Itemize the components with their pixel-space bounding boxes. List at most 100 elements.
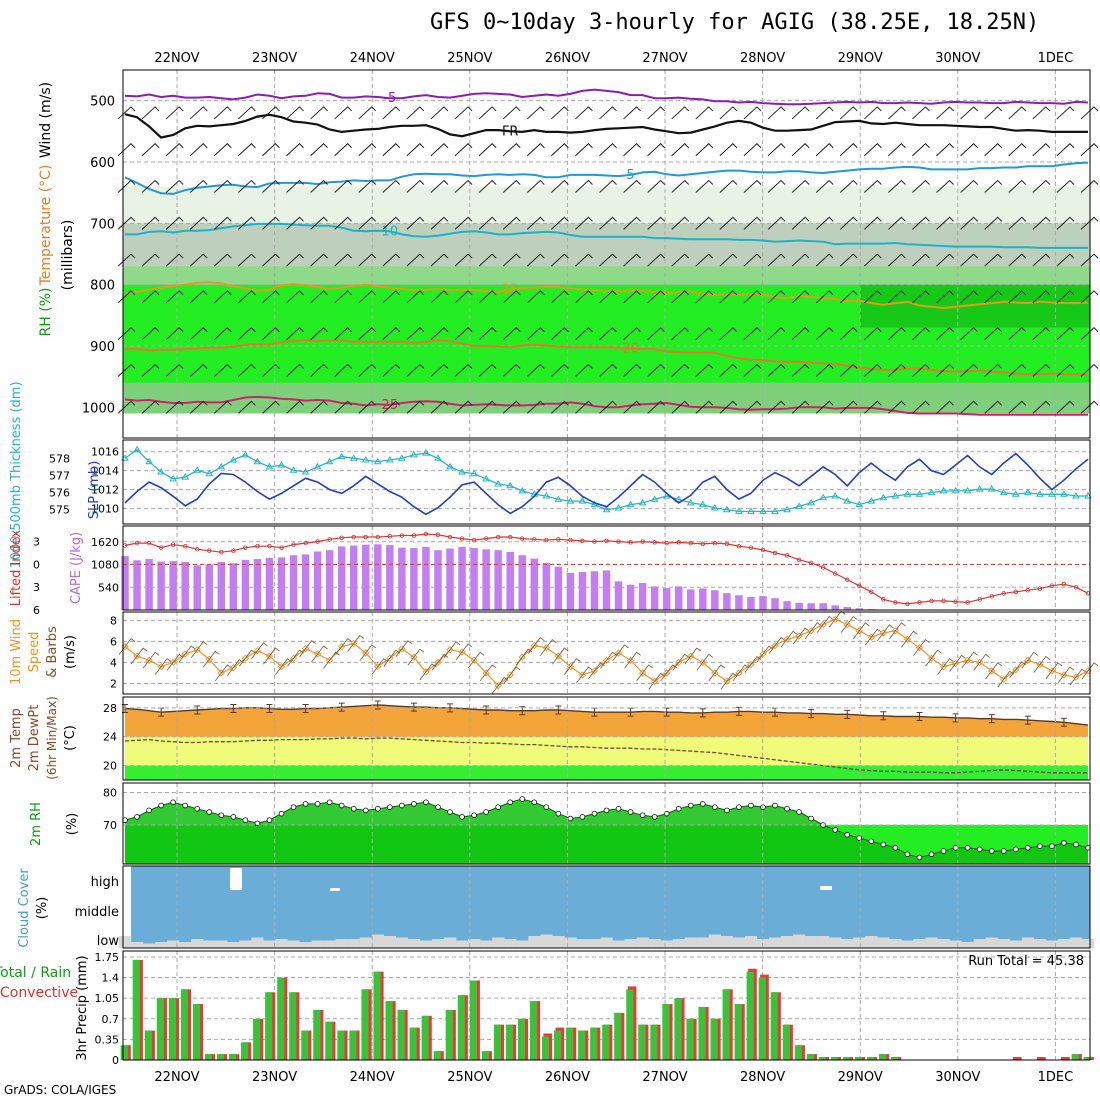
upper-air-wind-barb [888,216,906,230]
low-cloud-bar [528,936,541,948]
thickness-marker [554,495,563,502]
wind-speed-marker [133,652,141,660]
rh-marker [134,814,140,820]
upper-air-wind-barb [863,290,882,304]
wind-speed-marker [1036,660,1044,669]
upper-air-wind-barb [839,179,858,193]
temperature-contour [124,88,1089,106]
lifted-index-marker [580,538,585,544]
thickness-marker [169,474,178,482]
thickness-marker [771,507,779,514]
lifted-index-marker [953,599,958,604]
wind-barb [1069,668,1087,686]
wind-axis-label-4: (m/s) [63,635,78,669]
wind-barb [431,653,449,671]
temperature-contour-label: 5 [626,168,634,183]
total-precip-bar [289,992,297,1060]
lifted-index-marker [363,534,368,540]
lifted-index-marker [1073,585,1079,590]
temperature-errorbar [699,708,706,718]
cloud-axis-label: Cloud Cover [17,868,32,948]
slp-tick-label: 1010 [91,503,119,516]
cape-tick-label: 1620 [91,536,119,549]
cape-bar [313,551,322,610]
total-precip-bar [505,1024,514,1060]
upper-air-wind-barb [286,290,304,304]
wind-speed-marker [205,655,213,663]
rh-marker [206,809,213,815]
upper-air-wind-barb [454,106,473,120]
total-precip-bar [132,959,140,1060]
wind-speed-marker [590,667,599,675]
upper-air-wind-barb [671,179,690,193]
lifted-index-marker [989,594,994,599]
upper-air-wind-barb [719,363,738,377]
wind-barb [925,649,942,667]
upper-air-wind-barb [286,253,304,267]
temp-tick-label: 28 [103,702,117,715]
total-precip-bar [1071,1054,1079,1060]
precip-legend-total: Total / Rain [0,965,71,981]
cape-bar [735,595,743,610]
rh-marker [435,804,441,810]
rh-marker [615,805,622,812]
upper-air-wind-barb [936,290,954,304]
wind-speed-marker [350,639,358,648]
lifted-index-marker [146,540,152,546]
wind-barb [768,637,786,654]
thickness-axis-label: 1000-500mb Thickness (dm) [9,381,24,568]
lifted-index-marker [881,597,886,602]
low-cloud-bar [865,936,878,948]
upper-air-wind-barb [936,363,954,377]
thickness-marker [999,488,1008,496]
wind-barb [792,627,810,645]
upper-air-wind-barb [719,253,738,267]
rh-marker [916,854,923,861]
rh-marker [976,846,983,853]
rh-marker [928,851,935,857]
wind-barb [780,630,798,648]
upper-air-wind-barb [815,253,834,267]
wind-speed-marker [145,656,153,664]
upper-air-wind-barb [671,327,690,341]
temperature-errorbar [194,705,201,715]
low-cloud-bar [335,939,348,948]
lifted-index-marker [905,601,910,607]
upper-air-wind-barb [863,143,882,157]
date-label-top: 30NOV [935,51,980,66]
thickness-marker [157,468,165,475]
thickness-marker [181,473,190,480]
rh-marker [579,814,586,820]
upper-air-wind-barb [382,363,401,377]
cape-bar [458,546,466,610]
upper-air-wind-barb [671,290,690,304]
wind-speed-marker [277,662,286,671]
lifted-index-marker [592,539,597,544]
thickness-marker [1060,490,1068,497]
wind-barb [1057,666,1075,684]
total-precip-bar [674,998,682,1060]
wind-barb [503,666,521,684]
wind-speed-marker [723,677,731,686]
lifted-index-marker [1025,588,1031,593]
wind-barb [901,630,918,648]
rh-marker [459,814,465,820]
upper-air-wind-barb [165,290,184,304]
low-cloud-bar [287,940,300,948]
upper-air-wind-barb [286,179,304,193]
upper-air-wind-barb [286,327,304,341]
temperature-errorbar [338,702,345,712]
cape-bar [699,588,707,610]
upper-air-wind-barb [310,363,328,377]
upper-air-wind-barb [791,143,810,157]
upper-air-wind-barb [502,179,521,193]
upper-air-wind-barb [1032,143,1051,157]
thickness-marker [903,490,912,497]
lifted-index-marker [471,537,477,543]
wind-barb [636,664,653,682]
upper-air-wind-barb [743,216,762,230]
wind-speed-marker [1048,667,1056,675]
upper-air-wind-barb [575,400,593,414]
upper-air-wind-barb [1080,143,1099,157]
slp-tick-label: 1012 [91,484,119,497]
